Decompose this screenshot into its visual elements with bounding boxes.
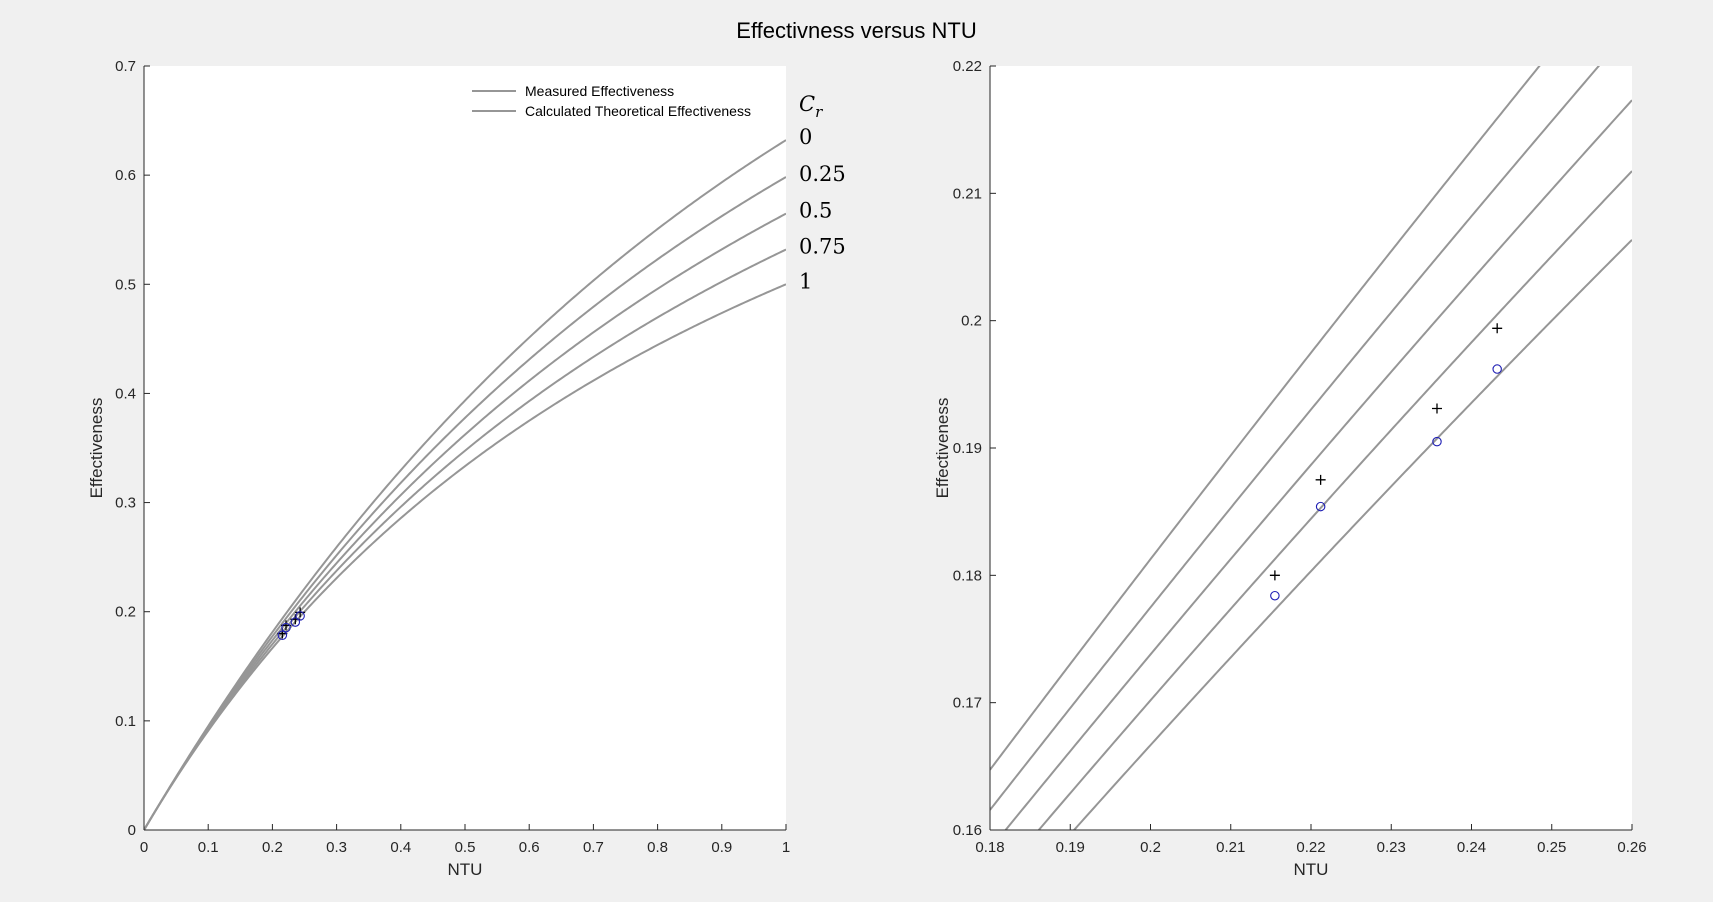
- x-tick-label: 0.18: [975, 839, 1004, 856]
- y-axis-label: Effectiveness: [87, 398, 106, 499]
- x-tick-label: 0.3: [326, 839, 347, 856]
- legend-entry: Measured Effectiveness: [525, 83, 674, 99]
- cr-label: 0.5: [799, 199, 832, 223]
- plot-area: [990, 66, 1632, 830]
- x-tick-label: 0.19: [1056, 839, 1085, 856]
- legend-entry: Calculated Theoretical Effectiveness: [525, 103, 751, 119]
- y-tick-label: 0.16: [953, 822, 982, 839]
- legend: Measured Effectiveness Calculated Theoret…: [472, 83, 751, 119]
- theoretical-point-3: [1432, 436, 1442, 447]
- figure-title: Effectivness versus NTU: [736, 18, 977, 43]
- y-tick-label: 0.6: [115, 167, 136, 184]
- x-tick-label: 0.5: [455, 839, 476, 856]
- y-tick-label: 0.5: [115, 276, 136, 293]
- cr-title: Cr: [799, 92, 823, 121]
- cr-label: 0: [799, 125, 812, 149]
- effectiveness-curve-cr-0: [990, 66, 1541, 771]
- effectiveness-curve-cr-1: [1072, 239, 1632, 830]
- plot-content: [144, 139, 786, 830]
- effectiveness-curve-cr-0: [144, 139, 786, 830]
- measured-point-1: [1269, 570, 1280, 581]
- x-tick-label: 0.1: [198, 839, 219, 856]
- theoretical-point-1: [277, 630, 288, 641]
- measured-point-4: [295, 607, 306, 618]
- x-tick-label: 0.25: [1537, 839, 1566, 856]
- y-axis-label: Effectiveness: [933, 398, 952, 499]
- theoretical-point-4: [295, 611, 305, 621]
- x-tick-label: 0.22: [1296, 839, 1325, 856]
- effectiveness-curve-cr-1: [144, 283, 786, 830]
- x-tick-label: 0.9: [711, 839, 732, 856]
- x-tick-label: 0.21: [1216, 839, 1245, 856]
- cr-label: 1: [799, 269, 812, 293]
- x-tick-label: 0.2: [1140, 839, 1161, 856]
- x-tick-label: 0.7: [583, 839, 604, 856]
- y-tick-label: 0.1: [115, 713, 136, 730]
- cr-annotations: Cr 0 0.25 0.5 0.75 1: [799, 92, 846, 293]
- y-tick-label: 0.18: [953, 567, 982, 584]
- x-tick-label: 0.23: [1377, 839, 1406, 856]
- y-tick-label: 0.19: [953, 440, 982, 457]
- theoretical-point-2: [1315, 501, 1326, 512]
- measured-point-4: [1492, 323, 1503, 334]
- x-tick-label: 0: [140, 839, 148, 856]
- x-tick-label: 0.2: [262, 839, 283, 856]
- effectiveness-curve-cr-0.5: [144, 212, 786, 830]
- plot-content: [990, 66, 1632, 830]
- theoretical-point-3: [290, 617, 301, 627]
- y-tick-label: 0.4: [115, 385, 136, 402]
- y-tick-label: 0.22: [953, 58, 982, 75]
- x-axis-label: NTU: [448, 860, 483, 879]
- x-tick-label: 0.24: [1457, 839, 1486, 856]
- y-tick-label: 0.17: [953, 695, 982, 712]
- x-tick-label: 0.26: [1617, 839, 1646, 856]
- effectiveness-curve-cr-0.5: [1004, 99, 1632, 830]
- x-tick-label: 0.6: [519, 839, 540, 856]
- y-tick-label: 0.2: [961, 313, 982, 330]
- theoretical-point-1: [1270, 590, 1280, 601]
- plot-area: [144, 66, 786, 830]
- effectiveness-curve-cr-0.25: [990, 66, 1601, 811]
- x-axis-label: NTU: [1294, 860, 1329, 879]
- effectiveness-curve-cr-0.25: [144, 176, 786, 830]
- x-tick-label: 0.8: [647, 839, 668, 856]
- right-axes: 0.18 0.19 0.2 0.21 0.22 0.23 0.24 0.25 0.260.160…: [933, 58, 1647, 879]
- theoretical-point-4: [1492, 364, 1502, 374]
- cr-label: 0.75: [799, 235, 846, 259]
- y-tick-label: 0.21: [953, 185, 982, 202]
- measured-point-3: [1431, 403, 1442, 414]
- effectiveness-curve-cr-0.75: [1037, 170, 1632, 830]
- y-tick-label: 0.2: [115, 604, 136, 621]
- left-axes: 0 0.1 0.2 0.3 0.4 0.5 0.6 0.7 0.8 0.9 1 0 0.1 0.2 0.3 0…: [87, 58, 846, 879]
- y-tick-label: 0.3: [115, 495, 136, 512]
- x-tick-label: 0.4: [390, 839, 411, 856]
- y-tick-label: 0.7: [115, 58, 136, 75]
- theoretical-point-2: [281, 622, 291, 633]
- x-tick-label: 1: [782, 839, 790, 856]
- measured-point-2: [1315, 474, 1326, 485]
- y-tick-label: 0: [128, 822, 136, 839]
- effectiveness-curve-cr-0.75: [144, 248, 786, 830]
- cr-label: 0.25: [799, 162, 846, 186]
